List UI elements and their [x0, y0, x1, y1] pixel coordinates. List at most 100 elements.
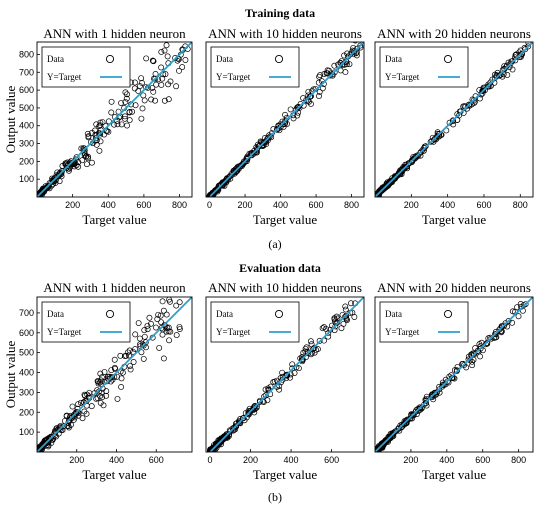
data-point [88, 403, 95, 410]
data-point [485, 83, 492, 90]
data-point [240, 414, 247, 421]
legend-marker-circle-icon [105, 309, 115, 319]
data-point [75, 163, 82, 170]
data-point [158, 81, 165, 88]
data-point [291, 370, 298, 377]
data-point [83, 161, 90, 168]
data-point [423, 393, 430, 400]
data-point [66, 417, 72, 424]
panels: ANN with 1 hidden neuron 200 400 600 800 100 2… [3, 26, 534, 482]
fit-line [37, 297, 192, 452]
data-point [444, 378, 451, 385]
legend-label-fit: Y=Target [47, 72, 82, 82]
data-point [158, 319, 165, 326]
data-point [130, 359, 137, 365]
legend-box [379, 301, 469, 343]
data-point [311, 344, 318, 351]
legend: Data Y=Target [379, 46, 469, 88]
data-point [71, 160, 78, 167]
data-point [517, 301, 524, 307]
x-tick-label: 800 [513, 200, 528, 210]
data-point [477, 345, 484, 352]
data-point [93, 121, 100, 128]
data-point [159, 331, 166, 338]
panel-5: ANN with 10 hidden neurons 0 200 400 600 Targ… [205, 280, 365, 482]
data-point [69, 403, 76, 410]
data-point [477, 353, 484, 360]
data-point [321, 324, 328, 331]
data-point [470, 356, 477, 363]
x-tick-label: 200 [69, 455, 84, 465]
data-point [64, 159, 71, 166]
panel-title: ANN with 20 hidden neurons [377, 26, 531, 41]
x-axis-label: Target value [253, 212, 317, 227]
data-point [158, 64, 165, 71]
data-point [79, 157, 86, 164]
data-point [114, 117, 121, 124]
data-point [264, 397, 271, 404]
data-point [82, 153, 89, 160]
data-point [108, 98, 115, 105]
data-point [161, 47, 168, 54]
plot-area [375, 42, 533, 197]
data-point [81, 408, 88, 415]
panel-title: ANN with 1 hidden neuron [43, 26, 186, 41]
legend-label-fit: Y=Target [385, 327, 420, 337]
data-point [342, 69, 349, 76]
data-point [243, 155, 250, 162]
y-tick-label: 700 [19, 67, 34, 77]
data-point [218, 437, 225, 444]
data-point [144, 326, 151, 333]
x-tick-label: 400 [273, 200, 288, 210]
data-point [212, 187, 219, 194]
data-point [96, 147, 103, 154]
data-point [331, 62, 338, 69]
data-point [159, 298, 166, 305]
x-tick-label: 400 [101, 200, 116, 210]
y-tick-label: 300 [19, 139, 34, 149]
legend-label-fit: Y=Target [385, 72, 420, 82]
data-point [279, 376, 286, 383]
data-point [212, 188, 218, 195]
data-point [333, 313, 340, 320]
data-point [316, 93, 322, 100]
data-point [522, 301, 529, 308]
data-point [126, 347, 133, 354]
legend: Data Y=Target [41, 301, 131, 343]
data-point [104, 378, 110, 385]
data-point [122, 89, 129, 96]
y-tick-label: 500 [19, 348, 34, 358]
data-point [308, 351, 315, 358]
data-point [283, 371, 290, 378]
panel-1: ANN with 1 hidden neuron 200 400 600 800 100 2… [3, 26, 193, 227]
data-point [173, 332, 180, 339]
data-point [179, 64, 186, 71]
data-point [229, 425, 236, 432]
data-point [66, 424, 72, 431]
data-point [80, 146, 87, 153]
data-point [305, 88, 312, 95]
data-point [501, 63, 508, 70]
data-point [505, 318, 512, 324]
data-point [121, 115, 128, 122]
data-point [513, 51, 520, 58]
data-point [118, 375, 125, 382]
data-point [124, 349, 131, 356]
x-tick-label: 0 [208, 455, 213, 465]
data-point [163, 42, 170, 49]
x-tick-label: 400 [109, 455, 124, 465]
x-tick-label: 600 [136, 200, 151, 210]
y-tick-label: 100 [19, 427, 34, 437]
data-point [321, 70, 328, 77]
data-point [397, 170, 404, 177]
panel-title: ANN with 10 hidden neurons [208, 26, 362, 41]
data-point [84, 130, 91, 137]
data-point [81, 150, 88, 157]
x-tick-label: 600 [149, 455, 164, 465]
data-point [331, 69, 338, 76]
data-point [326, 67, 332, 74]
data-point [501, 322, 508, 329]
data-point [342, 303, 349, 310]
legend-marker-circle-icon [274, 54, 284, 64]
data-point [46, 185, 53, 192]
